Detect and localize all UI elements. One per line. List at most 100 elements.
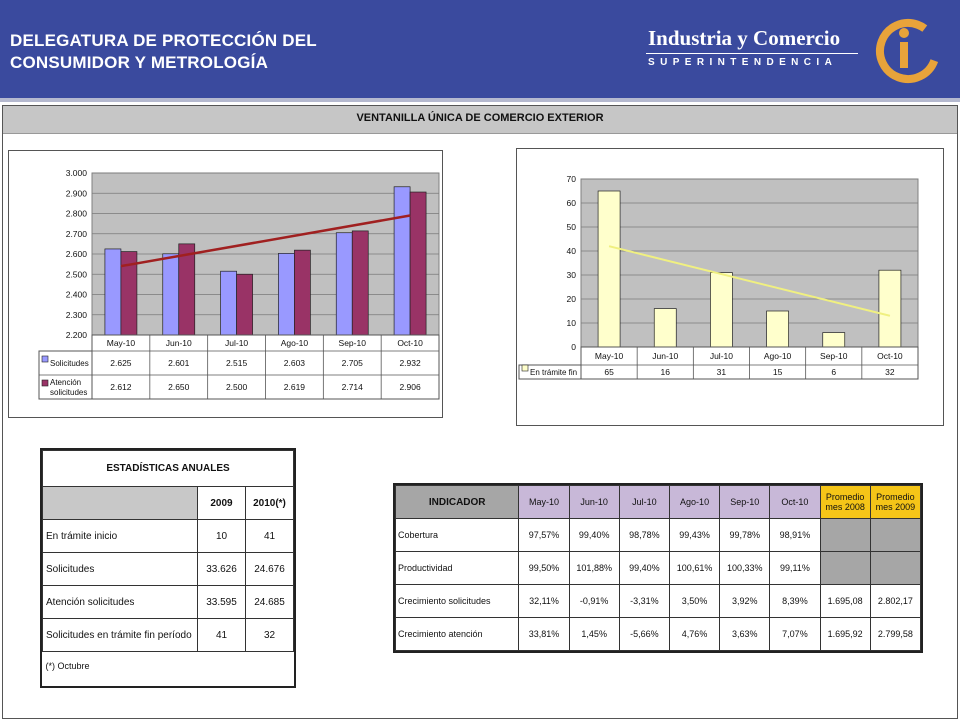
chart-left-frame: 2.200 2.300 2.400 2.500 2.600 2.700 2.800 2.900… (8, 150, 443, 418)
stats-col-2010: 2010(*) (245, 486, 294, 520)
x-tick-label: Jun-10 (652, 351, 678, 361)
stats-header-blank (42, 486, 198, 520)
legend-swatch (521, 364, 529, 372)
bar (294, 249, 311, 336)
stats-row-label: Solicitudes en trámite fin período (42, 618, 198, 652)
month-header: Jul-10 (618, 485, 670, 519)
data-label: 2.705 (342, 358, 364, 368)
table-row: Atención solicitudes 33.595 24.685 (42, 585, 294, 619)
trendline (608, 245, 891, 317)
stats-cell: 33.595 (197, 585, 246, 619)
bar (162, 253, 180, 336)
x-tick-label: Ago-10 (764, 351, 792, 361)
indicator-cell: 100,33% (719, 551, 771, 585)
data-label: 15 (773, 367, 783, 377)
indicator-cell: 98,91% (769, 518, 821, 552)
y-tick-label: 2.400 (66, 290, 88, 300)
indicator-cell: 8,39% (769, 584, 821, 618)
legend-label: En trámite fin (530, 368, 577, 377)
data-label: 2.612 (110, 382, 132, 392)
month-header: Jun-10 (568, 485, 620, 519)
table-row: Crecimiento atención 33,81% 1,45% -5,66% 4,7… (394, 617, 922, 651)
bar (409, 191, 427, 336)
indicator-label: Crecimiento atención (394, 617, 520, 651)
chart-solicitudes-atencion: 2.200 2.300 2.400 2.500 2.600 2.700 2.800 2.900… (38, 168, 440, 400)
stats-row-label: En trámite inicio (42, 519, 198, 553)
indicator-cell: 33,81% (518, 617, 570, 651)
indicator-cell: 7,07% (769, 617, 821, 651)
y-tick-label: 2.800 (66, 209, 88, 219)
indicator-avg-cell (869, 551, 922, 585)
table-row: Cobertura 97,57% 99,40% 98,78% 99,43% 99,78% 9… (394, 518, 922, 552)
stats-cell: 24.676 (245, 552, 294, 586)
stats-cell: 24.685 (245, 585, 294, 619)
table-row: Solicitudes 33.626 24.676 (42, 552, 294, 586)
data-label: 2.515 (226, 358, 248, 368)
page-title-line2: CONSUMIDOR Y METROLOGÍA (10, 53, 269, 72)
x-tick-label: Oct-10 (397, 338, 423, 348)
data-label: 2.650 (168, 382, 190, 392)
stats-cell: 33.626 (197, 552, 246, 586)
bar (278, 253, 295, 336)
month-header: Sep-10 (719, 485, 771, 519)
indicator-avg-cell: 2.802,17 (869, 584, 922, 618)
bar (878, 269, 902, 348)
bar (335, 232, 353, 336)
stats-title: ESTADÍSTICAS ANUALES (42, 450, 294, 487)
indicator-avg-cell (819, 518, 871, 552)
y-tick-label: 0 (571, 342, 576, 352)
bar (597, 190, 621, 348)
legend-swatch (41, 379, 49, 387)
y-tick-label: 2.500 (66, 269, 88, 279)
stats-table: ESTADÍSTICAS ANUALES 2009 2010(*) En trá… (40, 448, 296, 688)
month-header: May-10 (518, 485, 570, 519)
indicator-avg-cell (819, 551, 871, 585)
y-tick-label: 3.000 (66, 168, 88, 178)
data-label: 2.500 (226, 382, 248, 392)
indicator-cell: 1,45% (568, 617, 620, 651)
data-label: 6 (831, 367, 836, 377)
y-tick-label: 20 (567, 294, 577, 304)
table-row: Solicitudes en trámite fin período 41 32 (42, 618, 294, 652)
y-tick-label: 2.300 (66, 310, 88, 320)
indicator-cell: 99,40% (618, 551, 670, 585)
stats-row-label: Solicitudes (42, 552, 198, 586)
y-tick-label: 60 (567, 198, 577, 208)
indicator-cell: 99,78% (719, 518, 771, 552)
content-panel: VENTANILLA ÚNICA DE COMERCIO EXTERIOR 2.… (2, 105, 958, 719)
trendline (120, 214, 411, 268)
bar (822, 332, 846, 348)
indicator-cell: 101,88% (568, 551, 620, 585)
y-tick-label: 70 (567, 174, 577, 184)
indicator-cell: 99,40% (568, 518, 620, 552)
y-tick-label: 2.600 (66, 249, 88, 259)
stats-cell: 32 (245, 618, 294, 652)
page-title-line1: DELEGATURA DE PROTECCIÓN DEL (10, 31, 317, 50)
indicator-cell: 100,61% (668, 551, 721, 585)
bar (104, 248, 122, 336)
indicator-cell: 32,11% (518, 584, 570, 618)
data-label: 2.619 (284, 382, 306, 392)
indicator-cell: 4,76% (668, 617, 721, 651)
indicator-cell: 99,50% (518, 551, 570, 585)
legend-label: Atención (50, 378, 81, 387)
brand-subtitle: SUPERINTENDENCIA (648, 57, 838, 68)
chart-en-tramite: 0 10 20 30 40 50 60 70 May-10 Jun-10 Jul-10 Ago-10 S… (518, 174, 919, 380)
indicator-header: INDICADOR (394, 485, 520, 519)
legend-label: solicitudes (50, 388, 87, 397)
header-shadow (0, 98, 960, 102)
indicator-label: Cobertura (394, 518, 520, 552)
bar (766, 310, 789, 348)
y-tick-label: 2.900 (66, 188, 88, 198)
x-tick-label: Jul-10 (225, 338, 248, 348)
indicator-label: Productividad (394, 551, 520, 585)
indicator-avg-cell: 1.695,92 (819, 617, 871, 651)
x-tick-label: May-10 (595, 351, 624, 361)
indicator-avg-cell: 1.695,08 (819, 584, 871, 618)
plot-area (580, 178, 919, 348)
x-tick-label: Sep-10 (339, 338, 367, 348)
bar (710, 272, 733, 348)
bar (178, 243, 196, 336)
chart-right-frame: 0 10 20 30 40 50 60 70 May-10 Jun-10 Jul-10 Ago-10 S… (516, 148, 944, 426)
indicators-table: INDICADOR May-10 Jun-10 Jul-10 Ago-10 Se… (393, 483, 923, 653)
